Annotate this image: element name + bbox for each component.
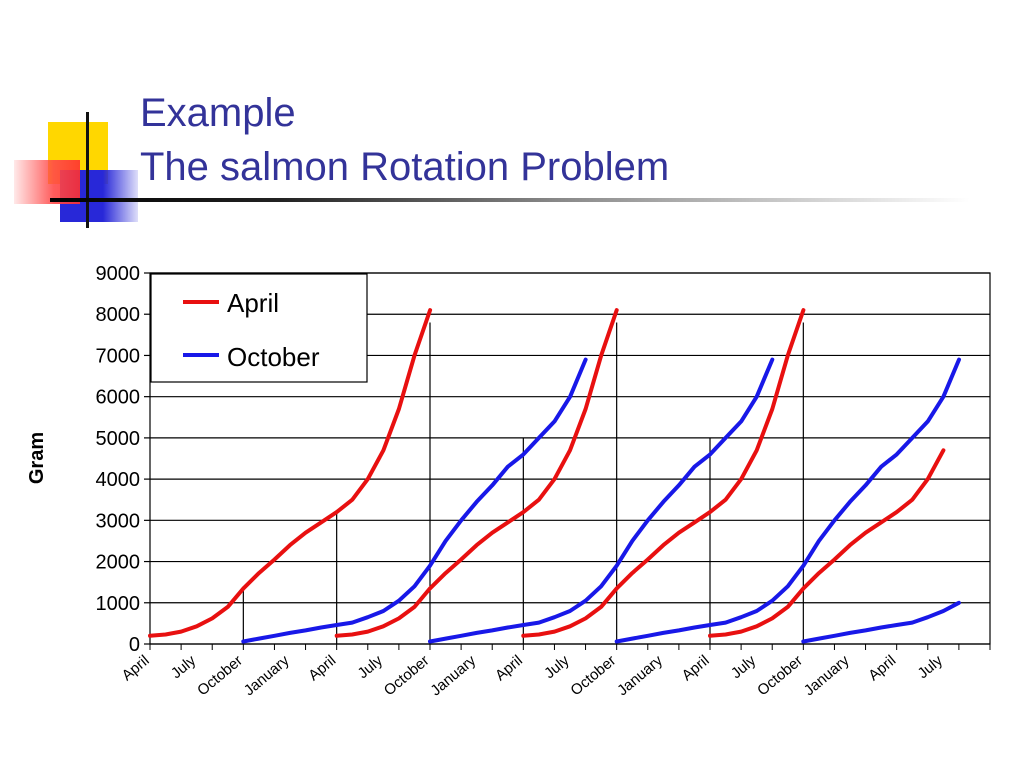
series-line-april: [708, 448, 946, 638]
y-tick-labels: 0 1000 2000 3000 4000 5000 6000 7000 8000 9000: [96, 263, 141, 656]
series-line-april: [148, 308, 433, 638]
legend-box: [150, 273, 368, 383]
x-tick-label: April: [305, 652, 339, 684]
y-tick-label: 1000: [96, 593, 141, 615]
x-tick-label: July: [728, 652, 760, 682]
x-tick-label: October: [567, 652, 619, 699]
x-tick-label: October: [194, 652, 246, 699]
x-tick-label: April: [119, 652, 153, 684]
x-tick-label: April: [679, 652, 713, 684]
series-line-april: [334, 308, 619, 638]
x-tick-label: July: [168, 652, 200, 682]
decor-vertical-line: [86, 112, 89, 228]
x-tick-label: July: [915, 652, 947, 682]
legend-label-april: April: [227, 288, 279, 318]
series-lines: [148, 308, 961, 644]
x-tick-label: January: [427, 652, 479, 700]
x-tick-label: April: [492, 652, 526, 684]
legend-label-october: October: [227, 342, 320, 372]
x-tick-label: April: [865, 652, 899, 684]
series-line-april: [521, 308, 806, 638]
y-tick-label: 4000: [96, 469, 141, 491]
x-tick-label: January: [241, 652, 293, 700]
y-tick-label: 7000: [96, 345, 141, 367]
series-line-october: [241, 357, 588, 644]
x-tick-label: January: [801, 652, 853, 700]
y-tick-label: 2000: [96, 552, 141, 574]
x-tick-label: July: [541, 652, 573, 682]
legend: April October: [150, 273, 368, 383]
slide-title: Example The salmon Rotation Problem: [140, 86, 669, 194]
title-line-1: Example: [140, 91, 296, 135]
title-rule: [50, 198, 970, 202]
y-tick-label: 9000: [96, 263, 141, 285]
decor-red-bar: [14, 160, 80, 204]
y-tick-label: 5000: [96, 428, 141, 450]
y-tick-label: 8000: [96, 304, 141, 326]
title-line-2: The salmon Rotation Problem: [140, 145, 670, 189]
x-tick-label: October: [381, 652, 433, 699]
x-tick-label: January: [614, 652, 666, 700]
series-line-october: [614, 357, 961, 644]
x-tick-label: July: [355, 652, 387, 682]
series-line-october: [428, 357, 775, 644]
y-axis-label: Gram: [26, 432, 48, 484]
y-tick-label: 0: [129, 634, 140, 656]
y-tick-label: 6000: [96, 387, 141, 409]
x-tick-label: October: [754, 652, 806, 699]
series-line-october: [801, 600, 961, 644]
y-tick-label: 3000: [96, 510, 141, 532]
